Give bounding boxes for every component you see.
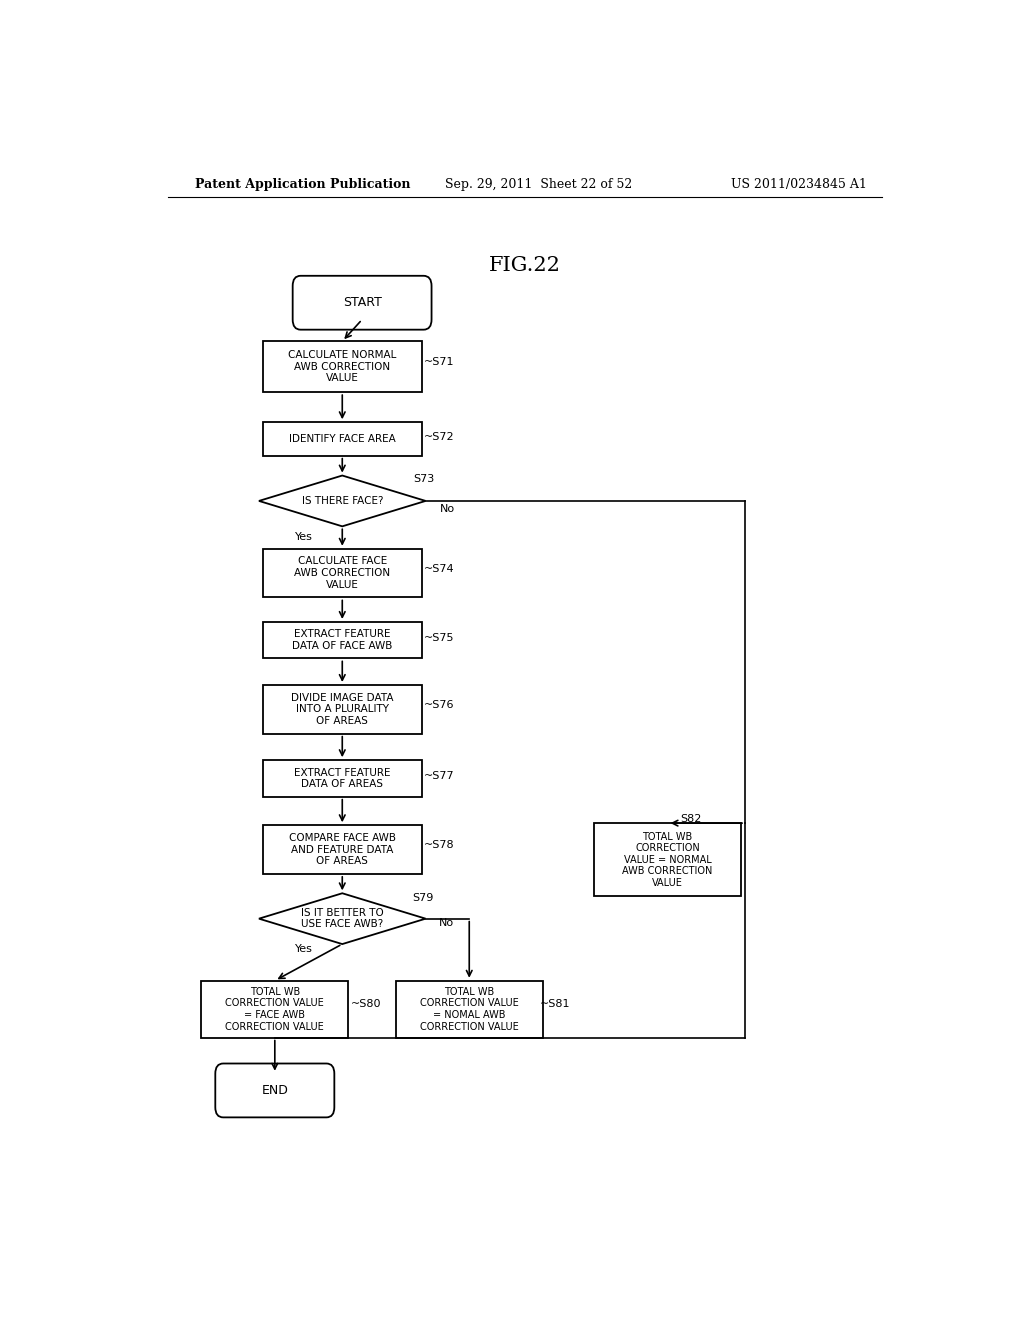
Text: IS IT BETTER TO
USE FACE AWB?: IS IT BETTER TO USE FACE AWB? — [301, 908, 384, 929]
Text: ~S75: ~S75 — [424, 634, 455, 643]
Text: EXTRACT FEATURE
DATA OF AREAS: EXTRACT FEATURE DATA OF AREAS — [294, 768, 390, 789]
Text: S79: S79 — [412, 894, 433, 903]
Text: ~S78: ~S78 — [424, 841, 455, 850]
Text: Patent Application Publication: Patent Application Publication — [196, 178, 411, 191]
Bar — [396, 981, 543, 1038]
Text: ~S71: ~S71 — [424, 356, 455, 367]
Bar — [263, 685, 422, 734]
Text: Yes: Yes — [295, 532, 312, 541]
Text: END: END — [261, 1084, 288, 1097]
FancyBboxPatch shape — [215, 1064, 334, 1117]
Bar — [263, 825, 422, 874]
Bar — [263, 622, 422, 659]
Text: FIG.22: FIG.22 — [488, 256, 561, 275]
Text: No: No — [440, 504, 455, 513]
Bar — [202, 981, 348, 1038]
Text: ~S74: ~S74 — [424, 564, 455, 574]
Bar — [263, 422, 422, 455]
Text: DIVIDE IMAGE DATA
INTO A PLURALITY
OF AREAS: DIVIDE IMAGE DATA INTO A PLURALITY OF AR… — [291, 693, 393, 726]
Text: ~S81: ~S81 — [540, 999, 570, 1008]
Text: Sep. 29, 2011  Sheet 22 of 52: Sep. 29, 2011 Sheet 22 of 52 — [445, 178, 633, 191]
Text: IS THERE FACE?: IS THERE FACE? — [301, 496, 383, 506]
Text: ~S80: ~S80 — [351, 999, 382, 1008]
Bar — [263, 342, 422, 392]
Text: ~S77: ~S77 — [424, 771, 455, 781]
Text: TOTAL WB
CORRECTION
VALUE = NORMAL
AWB CORRECTION
VALUE: TOTAL WB CORRECTION VALUE = NORMAL AWB C… — [623, 832, 713, 888]
Bar — [263, 760, 422, 797]
Polygon shape — [259, 475, 426, 527]
Text: EXTRACT FEATURE
DATA OF FACE AWB: EXTRACT FEATURE DATA OF FACE AWB — [292, 630, 392, 651]
Text: CALCULATE FACE
AWB CORRECTION
VALUE: CALCULATE FACE AWB CORRECTION VALUE — [294, 557, 390, 590]
Text: No: No — [439, 917, 455, 928]
Text: S73: S73 — [414, 474, 435, 483]
Bar — [594, 824, 741, 896]
Text: COMPARE FACE AWB
AND FEATURE DATA
OF AREAS: COMPARE FACE AWB AND FEATURE DATA OF ARE… — [289, 833, 395, 866]
FancyBboxPatch shape — [293, 276, 431, 330]
Text: Yes: Yes — [295, 944, 312, 954]
Bar — [263, 549, 422, 598]
Text: IDENTIFY FACE AREA: IDENTIFY FACE AREA — [289, 434, 395, 444]
Polygon shape — [259, 894, 426, 944]
Text: START: START — [343, 296, 382, 309]
Text: S82: S82 — [680, 814, 701, 824]
Text: ~S72: ~S72 — [424, 432, 455, 442]
Text: TOTAL WB
CORRECTION VALUE
= NOMAL AWB
CORRECTION VALUE: TOTAL WB CORRECTION VALUE = NOMAL AWB CO… — [420, 987, 518, 1031]
Text: US 2011/0234845 A1: US 2011/0234845 A1 — [731, 178, 867, 191]
Text: CALCULATE NORMAL
AWB CORRECTION
VALUE: CALCULATE NORMAL AWB CORRECTION VALUE — [288, 350, 396, 383]
Text: ~S76: ~S76 — [424, 700, 455, 710]
Text: TOTAL WB
CORRECTION VALUE
= FACE AWB
CORRECTION VALUE: TOTAL WB CORRECTION VALUE = FACE AWB COR… — [225, 987, 325, 1031]
